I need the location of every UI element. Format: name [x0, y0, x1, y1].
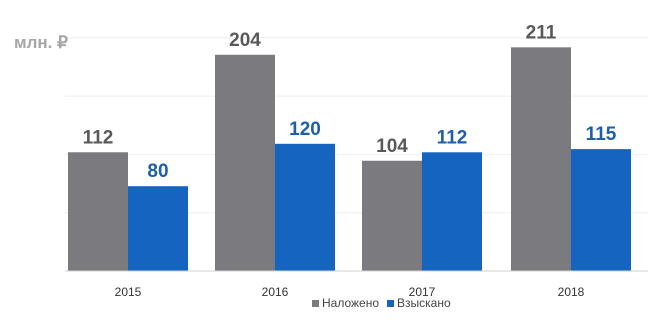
- legend-swatch-series-1: [387, 299, 395, 307]
- data-label-2017-series-0: 104: [376, 136, 408, 157]
- bar-2016-series-0: [215, 54, 275, 272]
- x-tick-label-2017: 2017: [409, 285, 436, 299]
- data-label-2017-series-1: 112: [437, 127, 468, 148]
- legend-item-series-0: Наложено: [312, 296, 379, 310]
- unit-label: млн. ₽: [14, 33, 68, 52]
- bar-2018-series-1: [571, 149, 631, 271]
- data-label-2015-series-1: 80: [147, 161, 168, 182]
- bar-2015-series-1: [128, 186, 188, 271]
- x-tick-label-2015: 2015: [115, 285, 142, 299]
- legend-swatch-series-0: [312, 299, 319, 307]
- legend: Наложено Взыскано: [312, 296, 451, 310]
- data-label-2015-series-0: 112: [83, 127, 114, 148]
- x-tick-label-2018: 2018: [558, 285, 585, 299]
- x-tick-label-2016: 2016: [262, 285, 289, 299]
- bar-2017-series-0: [362, 160, 422, 271]
- data-label-2018-series-0: 211: [526, 22, 557, 43]
- data-labels-group: 112 80 204 120 104 112 211 115: [83, 22, 617, 182]
- data-label-2016-series-0: 204: [229, 30, 261, 51]
- data-label-2018-series-1: 115: [586, 124, 617, 145]
- bar-2016-series-1: [275, 143, 335, 271]
- legend-label-series-0: Наложено: [322, 296, 380, 310]
- bars-group: [68, 47, 631, 272]
- bar-2018-series-0: [511, 47, 571, 272]
- legend-item-series-1: Взыскано: [387, 296, 451, 310]
- bar-2015-series-0: [68, 152, 128, 271]
- x-tick-labels-group: 2015 2016 2017 2018: [115, 285, 585, 299]
- data-label-2016-series-1: 120: [289, 119, 321, 140]
- bar-2017-series-1: [422, 152, 482, 271]
- legend-label-series-1: Взыскано: [397, 296, 451, 310]
